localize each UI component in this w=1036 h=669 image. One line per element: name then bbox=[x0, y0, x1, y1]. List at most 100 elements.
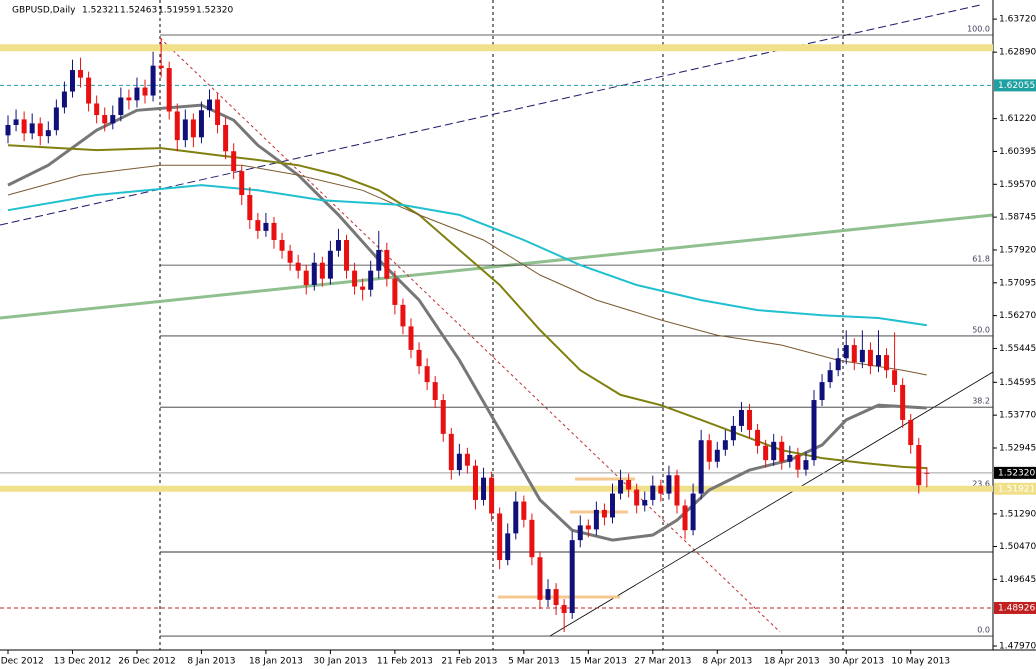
candle-body bbox=[118, 97, 124, 116]
price-label: 1.52320 bbox=[998, 468, 1035, 478]
fib-label: 38.2 bbox=[972, 397, 990, 406]
candle-body bbox=[311, 262, 317, 285]
candle-body bbox=[448, 433, 454, 471]
candle-body bbox=[319, 262, 325, 279]
candle-body bbox=[763, 445, 769, 461]
trend-line bbox=[549, 371, 994, 637]
candle-body bbox=[553, 589, 559, 606]
candle-body bbox=[432, 382, 438, 401]
candle-body bbox=[392, 278, 398, 305]
y-tick-label: 1.59570 bbox=[999, 180, 1036, 190]
moving-average bbox=[7, 184, 927, 327]
candle-body bbox=[150, 65, 156, 96]
trend-line bbox=[0, 213, 994, 320]
candle-body bbox=[875, 355, 881, 367]
price-label-box bbox=[994, 482, 1036, 495]
candle-body bbox=[440, 400, 446, 434]
fib-diagonal bbox=[159, 37, 781, 633]
candle-body bbox=[545, 589, 551, 600]
candle-body bbox=[142, 87, 148, 96]
ohlc-label: 1.52321 bbox=[82, 6, 119, 16]
x-tick-label: 30 Jan 2013 bbox=[313, 657, 367, 667]
candle-body bbox=[714, 449, 720, 462]
candle-body bbox=[738, 409, 744, 426]
candle-body bbox=[5, 124, 11, 136]
candle-body bbox=[634, 489, 640, 506]
candle-body bbox=[472, 465, 478, 500]
y-tick-label: 1.58745 bbox=[999, 213, 1036, 223]
candle-body bbox=[255, 220, 261, 231]
y-tick-label: 1.57920 bbox=[999, 245, 1036, 255]
y-tick-label: 1.56270 bbox=[999, 311, 1036, 321]
candle-body bbox=[158, 65, 164, 69]
fib-label: 50.0 bbox=[972, 325, 990, 334]
candle-body bbox=[303, 270, 309, 285]
candle-body bbox=[263, 222, 269, 231]
candle-body bbox=[666, 475, 672, 494]
x-tick-label: 21 Feb 2013 bbox=[441, 657, 497, 667]
x-tick-label: 18 Jan 2013 bbox=[249, 657, 303, 667]
candle-body bbox=[45, 130, 51, 137]
candle-body bbox=[521, 501, 527, 520]
candle-body bbox=[698, 440, 704, 494]
y-tick-label: 1.50470 bbox=[999, 542, 1036, 552]
y-tick-label: 1.51290 bbox=[999, 509, 1036, 519]
ohlc-label: 1.52463 bbox=[120, 6, 157, 16]
candle-body bbox=[368, 270, 374, 290]
candle-body bbox=[642, 499, 648, 506]
candle-body bbox=[593, 509, 599, 530]
x-tick-label: 10 May 2013 bbox=[891, 657, 950, 667]
candle-body bbox=[755, 429, 761, 446]
candle-body bbox=[215, 99, 221, 125]
candle-body bbox=[811, 400, 817, 461]
candle-body bbox=[674, 475, 680, 506]
price-label: 1.51921 bbox=[998, 484, 1035, 494]
y-tick-label: 1.49645 bbox=[999, 575, 1036, 585]
candle-body bbox=[787, 454, 793, 462]
candle-body bbox=[335, 240, 341, 251]
candle-body bbox=[29, 123, 35, 134]
candle-body bbox=[505, 533, 511, 561]
candle-body bbox=[851, 345, 857, 363]
candle-body bbox=[384, 249, 390, 279]
candle-body bbox=[352, 270, 358, 287]
candle-body bbox=[174, 111, 180, 141]
y-tick-label: 1.55445 bbox=[999, 344, 1036, 354]
candle-body bbox=[819, 382, 825, 401]
candle-body bbox=[577, 525, 583, 541]
x-tick-label: 8 Apr 2013 bbox=[702, 657, 752, 667]
candle-body bbox=[682, 505, 688, 531]
price-label-box bbox=[994, 601, 1036, 614]
candle-body bbox=[795, 454, 801, 470]
y-tick-label: 1.63720 bbox=[999, 15, 1036, 25]
candle-body bbox=[730, 425, 736, 441]
candle-body bbox=[884, 355, 890, 371]
candle-body bbox=[658, 485, 664, 494]
y-tick-label: 1.60395 bbox=[999, 147, 1036, 157]
fib-label: 23.6 bbox=[972, 479, 990, 488]
candle-body bbox=[706, 440, 712, 462]
price-label: 1.62055 bbox=[998, 81, 1035, 91]
candle-body bbox=[618, 480, 624, 494]
y-tick-label: 1.52945 bbox=[999, 443, 1036, 453]
candle-body bbox=[78, 70, 84, 78]
x-tick-label: 5 Mar 2013 bbox=[508, 657, 559, 667]
candle-body bbox=[279, 240, 285, 251]
candle-body bbox=[424, 366, 430, 383]
y-tick-label: 1.62890 bbox=[999, 48, 1036, 58]
candle-body bbox=[207, 99, 212, 111]
candle-body bbox=[908, 419, 914, 446]
candle-body bbox=[456, 453, 462, 471]
candle-body bbox=[53, 107, 59, 131]
candle-body bbox=[481, 477, 487, 500]
candle-body bbox=[464, 453, 470, 466]
y-tick-label: 1.57095 bbox=[999, 278, 1036, 288]
candle-body bbox=[779, 441, 785, 462]
candle-body bbox=[37, 123, 43, 137]
candle-body bbox=[867, 349, 873, 367]
candle-body bbox=[497, 513, 503, 561]
price-label-box bbox=[994, 466, 1036, 479]
candle-body bbox=[835, 358, 841, 371]
moving-average bbox=[7, 144, 927, 470]
